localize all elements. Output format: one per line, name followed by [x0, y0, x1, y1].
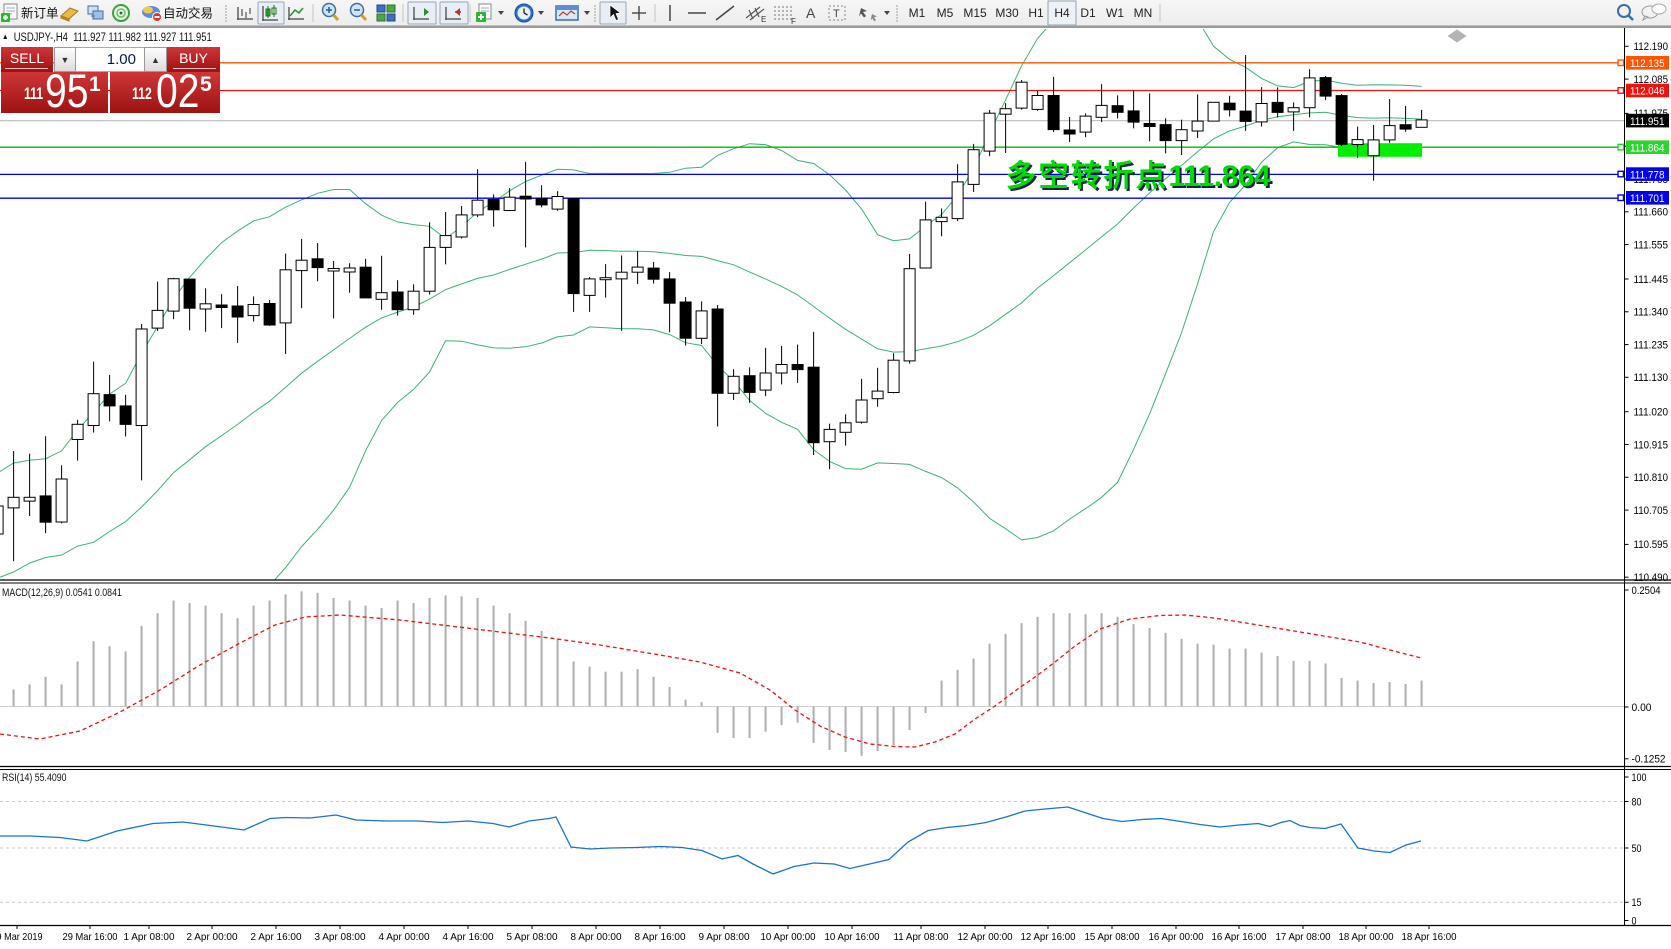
svg-text:16 Apr 16:00: 16 Apr 16:00 [1212, 931, 1267, 943]
svg-text:W1: W1 [1106, 6, 1124, 20]
svg-text:D1: D1 [1080, 6, 1096, 20]
svg-text:8 Apr 16:00: 8 Apr 16:00 [635, 931, 686, 943]
svg-text:4 Apr 16:00: 4 Apr 16:00 [443, 931, 494, 943]
svg-text:18 Apr 16:00: 18 Apr 16:00 [1402, 931, 1457, 943]
svg-text:1 Apr 08:00: 1 Apr 08:00 [124, 931, 175, 943]
svg-text:29 Mar 16:00: 29 Mar 16:00 [63, 931, 118, 943]
svg-text:29 Mar 2019: 29 Mar 2019 [0, 931, 43, 943]
svg-text:H1: H1 [1028, 6, 1044, 20]
svg-text:100: 100 [1632, 772, 1647, 784]
svg-text:110.810: 110.810 [1634, 472, 1669, 484]
svg-text:8 Apr 00:00: 8 Apr 00:00 [571, 931, 622, 943]
svg-text:0.2504: 0.2504 [1632, 585, 1661, 597]
svg-text:110.915: 110.915 [1634, 439, 1669, 451]
svg-text:4 Apr 00:00: 4 Apr 00:00 [379, 931, 430, 943]
svg-text:3 Apr 08:00: 3 Apr 08:00 [315, 931, 366, 943]
svg-text:T: T [833, 8, 840, 20]
svg-text:111.660: 111.660 [1634, 207, 1669, 219]
svg-text:10 Apr 00:00: 10 Apr 00:00 [761, 931, 816, 943]
svg-text:2 Apr 00:00: 2 Apr 00:00 [187, 931, 238, 943]
svg-text:0.00: 0.00 [1632, 702, 1652, 714]
svg-text:10 Apr 16:00: 10 Apr 16:00 [825, 931, 880, 943]
svg-text:M1: M1 [909, 6, 926, 20]
svg-text:15: 15 [1632, 897, 1642, 909]
svg-text:M30: M30 [995, 6, 1019, 20]
svg-text:110.595: 110.595 [1634, 539, 1669, 551]
svg-text:M5: M5 [937, 6, 954, 20]
svg-text:新订单: 新订单 [21, 6, 59, 21]
svg-text:A: A [806, 5, 816, 21]
svg-text:2 Apr 16:00: 2 Apr 16:00 [251, 931, 302, 943]
svg-text:-0.1252: -0.1252 [1632, 754, 1666, 766]
svg-text:112.046: 112.046 [1630, 86, 1665, 98]
svg-text:9 Apr 08:00: 9 Apr 08:00 [699, 931, 750, 943]
svg-text:111.951: 111.951 [1630, 116, 1665, 128]
svg-text:5 Apr 08:00: 5 Apr 08:00 [507, 931, 558, 943]
svg-text:E: E [761, 15, 766, 24]
svg-text:111.235: 111.235 [1634, 339, 1669, 351]
svg-text:12 Apr 00:00: 12 Apr 00:00 [958, 931, 1013, 943]
svg-text:111.701: 111.701 [1630, 193, 1665, 205]
svg-text:110.490: 110.490 [1634, 572, 1669, 584]
svg-text:111.864: 111.864 [1630, 142, 1665, 154]
svg-text:16 Apr 00:00: 16 Apr 00:00 [1149, 931, 1204, 943]
svg-text:111.130: 111.130 [1634, 372, 1669, 384]
svg-text:12 Apr 16:00: 12 Apr 16:00 [1021, 931, 1076, 943]
svg-text:0: 0 [1632, 915, 1637, 927]
svg-text:80: 80 [1632, 796, 1642, 808]
svg-text:111.555: 111.555 [1634, 239, 1669, 251]
svg-text:F: F [791, 17, 796, 26]
svg-text:111.445: 111.445 [1634, 274, 1669, 286]
svg-text:111.778: 111.778 [1630, 169, 1665, 181]
svg-text:112.085: 112.085 [1634, 74, 1669, 86]
svg-text:112.190: 112.190 [1634, 41, 1669, 53]
svg-text:MN: MN [1134, 6, 1153, 20]
svg-text:15 Apr 08:00: 15 Apr 08:00 [1085, 931, 1140, 943]
svg-text:M15: M15 [963, 6, 987, 20]
svg-text:自动交易: 自动交易 [163, 6, 213, 21]
svg-text:111.020: 111.020 [1634, 407, 1669, 419]
svg-text:17 Apr 08:00: 17 Apr 08:00 [1276, 931, 1331, 943]
svg-text:110.705: 110.705 [1634, 505, 1669, 517]
svg-text:111.340: 111.340 [1634, 307, 1669, 319]
svg-text:H4: H4 [1054, 6, 1070, 20]
svg-text:18 Apr 00:00: 18 Apr 00:00 [1339, 931, 1394, 943]
svg-text:112.135: 112.135 [1630, 58, 1665, 70]
svg-text:11 Apr 08:00: 11 Apr 08:00 [894, 931, 949, 943]
svg-text:50: 50 [1632, 843, 1642, 855]
